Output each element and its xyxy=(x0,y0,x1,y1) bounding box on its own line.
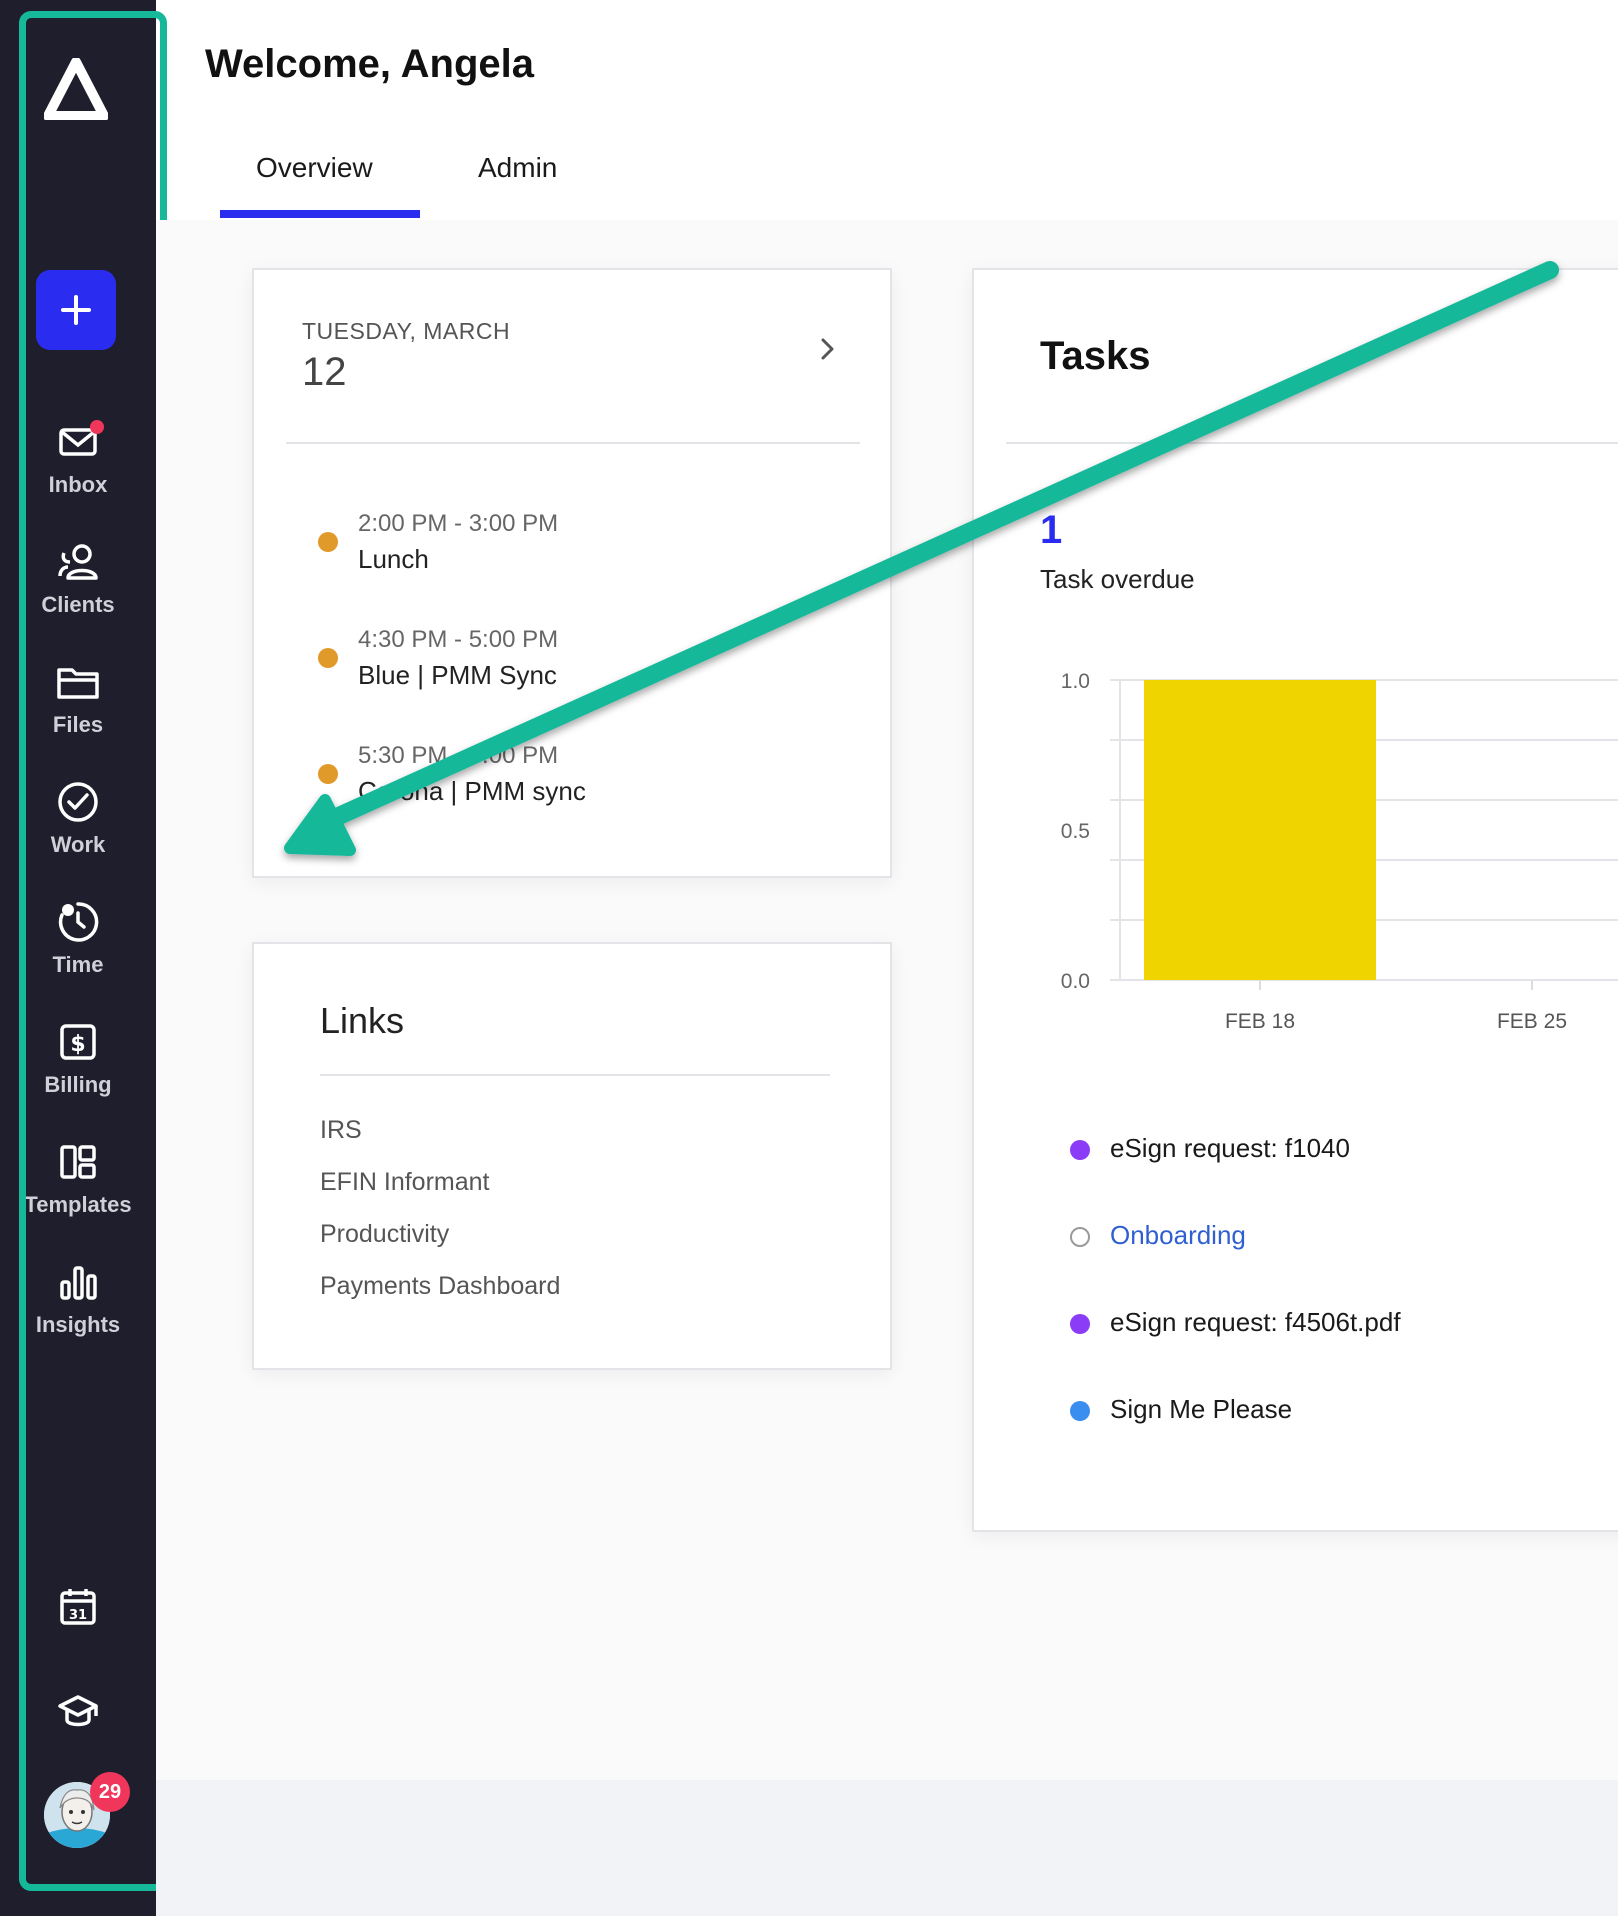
link-payments-dashboard[interactable]: Payments Dashboard xyxy=(320,1272,561,1300)
calendar-day-number: 12 xyxy=(302,350,347,394)
chart-x-tick-label: FEB 18 xyxy=(1225,1010,1295,1033)
divider xyxy=(1006,442,1618,444)
sidebar-item-files[interactable]: Files xyxy=(20,660,136,760)
task-item[interactable]: eSign request: f1040 xyxy=(1070,1130,1610,1170)
graduation-cap-icon xyxy=(58,1695,98,1727)
links-card: Links IRS EFIN Informant Productivity Pa… xyxy=(252,942,892,1370)
calendar-event[interactable]: 5:30 PM - 6:00 PM Corona | PMM sync xyxy=(318,742,838,812)
divider xyxy=(320,1074,830,1076)
sidebar-item-inbox[interactable]: Inbox xyxy=(20,420,136,520)
event-time: 4:30 PM - 5:00 PM xyxy=(358,626,559,653)
add-button[interactable] xyxy=(36,270,116,350)
sidebar: Inbox Clients Files Wor xyxy=(0,0,167,1916)
task-label: Sign Me Please xyxy=(1110,1394,1293,1424)
calendar-day-of-week: TUESDAY, MARCH xyxy=(302,318,511,344)
chart-y-tick-label: 0.0 xyxy=(1061,970,1090,993)
task-item[interactable]: Onboarding xyxy=(1070,1217,1610,1257)
sidebar-item-label: Inbox xyxy=(48,472,108,497)
svg-text:$: $ xyxy=(70,1032,85,1057)
tab-overview[interactable]: Overview xyxy=(256,152,373,183)
chevron-right-icon[interactable] xyxy=(812,334,842,364)
task-label: eSign request: f4506t.pdf xyxy=(1110,1307,1401,1337)
event-title: Blue | PMM Sync xyxy=(358,660,557,690)
users-icon xyxy=(58,544,98,580)
bar-chart-icon xyxy=(60,1266,97,1300)
task-label: Onboarding xyxy=(1110,1220,1246,1250)
links-title: Links xyxy=(320,1000,405,1041)
task-item[interactable]: eSign request: f4506t.pdf xyxy=(1070,1304,1610,1344)
folder-icon xyxy=(57,668,99,699)
layout-icon xyxy=(60,1145,96,1179)
check-circle-icon xyxy=(58,782,98,822)
sidebar-item-billing[interactable]: $ Billing xyxy=(20,1020,136,1120)
calendar-button[interactable]: 31 xyxy=(56,1585,100,1629)
tasks-card: Tasks 1 Task overdue 0.0 0.5 1.0 FEB 18 FEB … xyxy=(972,268,1618,1532)
calendar-icon: 31 xyxy=(60,1589,96,1625)
task-status-dot xyxy=(1070,1401,1090,1421)
event-time: 5:30 PM - 6:00 PM xyxy=(358,742,559,769)
notification-count-badge: 29 xyxy=(90,1772,130,1812)
plus-icon xyxy=(61,295,91,325)
calendar-event[interactable]: 4:30 PM - 5:00 PM Blue | PMM Sync xyxy=(318,626,838,696)
task-status-dot xyxy=(1070,1140,1090,1160)
timer-icon xyxy=(58,902,99,942)
sidebar-item-time[interactable]: Time xyxy=(20,900,136,1000)
task-status-dot xyxy=(1070,1227,1090,1247)
task-status-dot xyxy=(1070,1314,1090,1334)
chart-y-tick-label: 0.5 xyxy=(1061,820,1090,843)
tab-admin[interactable]: Admin xyxy=(478,152,558,183)
divider xyxy=(286,442,860,444)
mail-icon xyxy=(59,428,97,456)
calendar-card: TUESDAY, MARCH 12 2:00 PM - 3:00 PM Lunc… xyxy=(252,268,892,878)
sidebar-item-clients[interactable]: Clients xyxy=(20,540,136,640)
svg-text:31: 31 xyxy=(69,1608,87,1623)
task-label: eSign request: f1040 xyxy=(1110,1133,1350,1163)
page-footer-area xyxy=(156,1780,1618,1916)
event-status-dot xyxy=(318,532,338,552)
overdue-count[interactable]: 1 xyxy=(1040,508,1063,552)
link-efin-informant[interactable]: EFIN Informant xyxy=(320,1168,490,1196)
event-status-dot xyxy=(318,764,338,784)
calendar-event[interactable]: 2:00 PM - 3:00 PM Lunch xyxy=(318,510,838,580)
sidebar-item-templates[interactable]: Templates xyxy=(20,1140,136,1240)
app-logo[interactable] xyxy=(44,58,108,120)
academy-button[interactable] xyxy=(56,1690,100,1734)
task-item[interactable]: Sign Me Please xyxy=(1070,1391,1610,1431)
tasks-bar-chart: 0.0 0.5 1.0 FEB 18 FEB 25 xyxy=(1061,670,1618,1033)
dollar-icon: $ xyxy=(60,1024,96,1060)
page-title: Welcome, Angela xyxy=(205,42,534,86)
sidebar-item-label: Templates xyxy=(24,1192,132,1217)
tab-bar: Overview Admin xyxy=(156,140,1618,222)
sidebar-item-label: Billing xyxy=(44,1072,112,1097)
sidebar-item-label: Work xyxy=(50,832,106,857)
event-time: 2:00 PM - 3:00 PM xyxy=(358,510,559,537)
event-title: Corona | PMM sync xyxy=(358,776,586,806)
chart-y-tick-label: 1.0 xyxy=(1061,670,1090,693)
inbox-notification-dot xyxy=(90,420,104,434)
sidebar-item-insights[interactable]: Insights xyxy=(20,1260,136,1360)
event-status-dot xyxy=(318,648,338,668)
chart-x-tick-label: FEB 25 xyxy=(1497,1010,1567,1033)
sidebar-item-label: Files xyxy=(52,712,104,737)
chart-bar xyxy=(1144,680,1376,980)
tasks-title: Tasks xyxy=(1040,334,1151,378)
active-tab-indicator xyxy=(220,210,420,218)
sidebar-item-label: Time xyxy=(52,952,104,977)
link-irs[interactable]: IRS xyxy=(320,1116,362,1144)
sidebar-item-label: Insights xyxy=(35,1312,121,1337)
sidebar-item-work[interactable]: Work xyxy=(20,780,136,880)
link-productivity[interactable]: Productivity xyxy=(320,1220,450,1248)
event-title: Lunch xyxy=(358,544,429,574)
overdue-label: Task overdue xyxy=(1040,564,1195,594)
sidebar-item-label: Clients xyxy=(41,592,115,617)
